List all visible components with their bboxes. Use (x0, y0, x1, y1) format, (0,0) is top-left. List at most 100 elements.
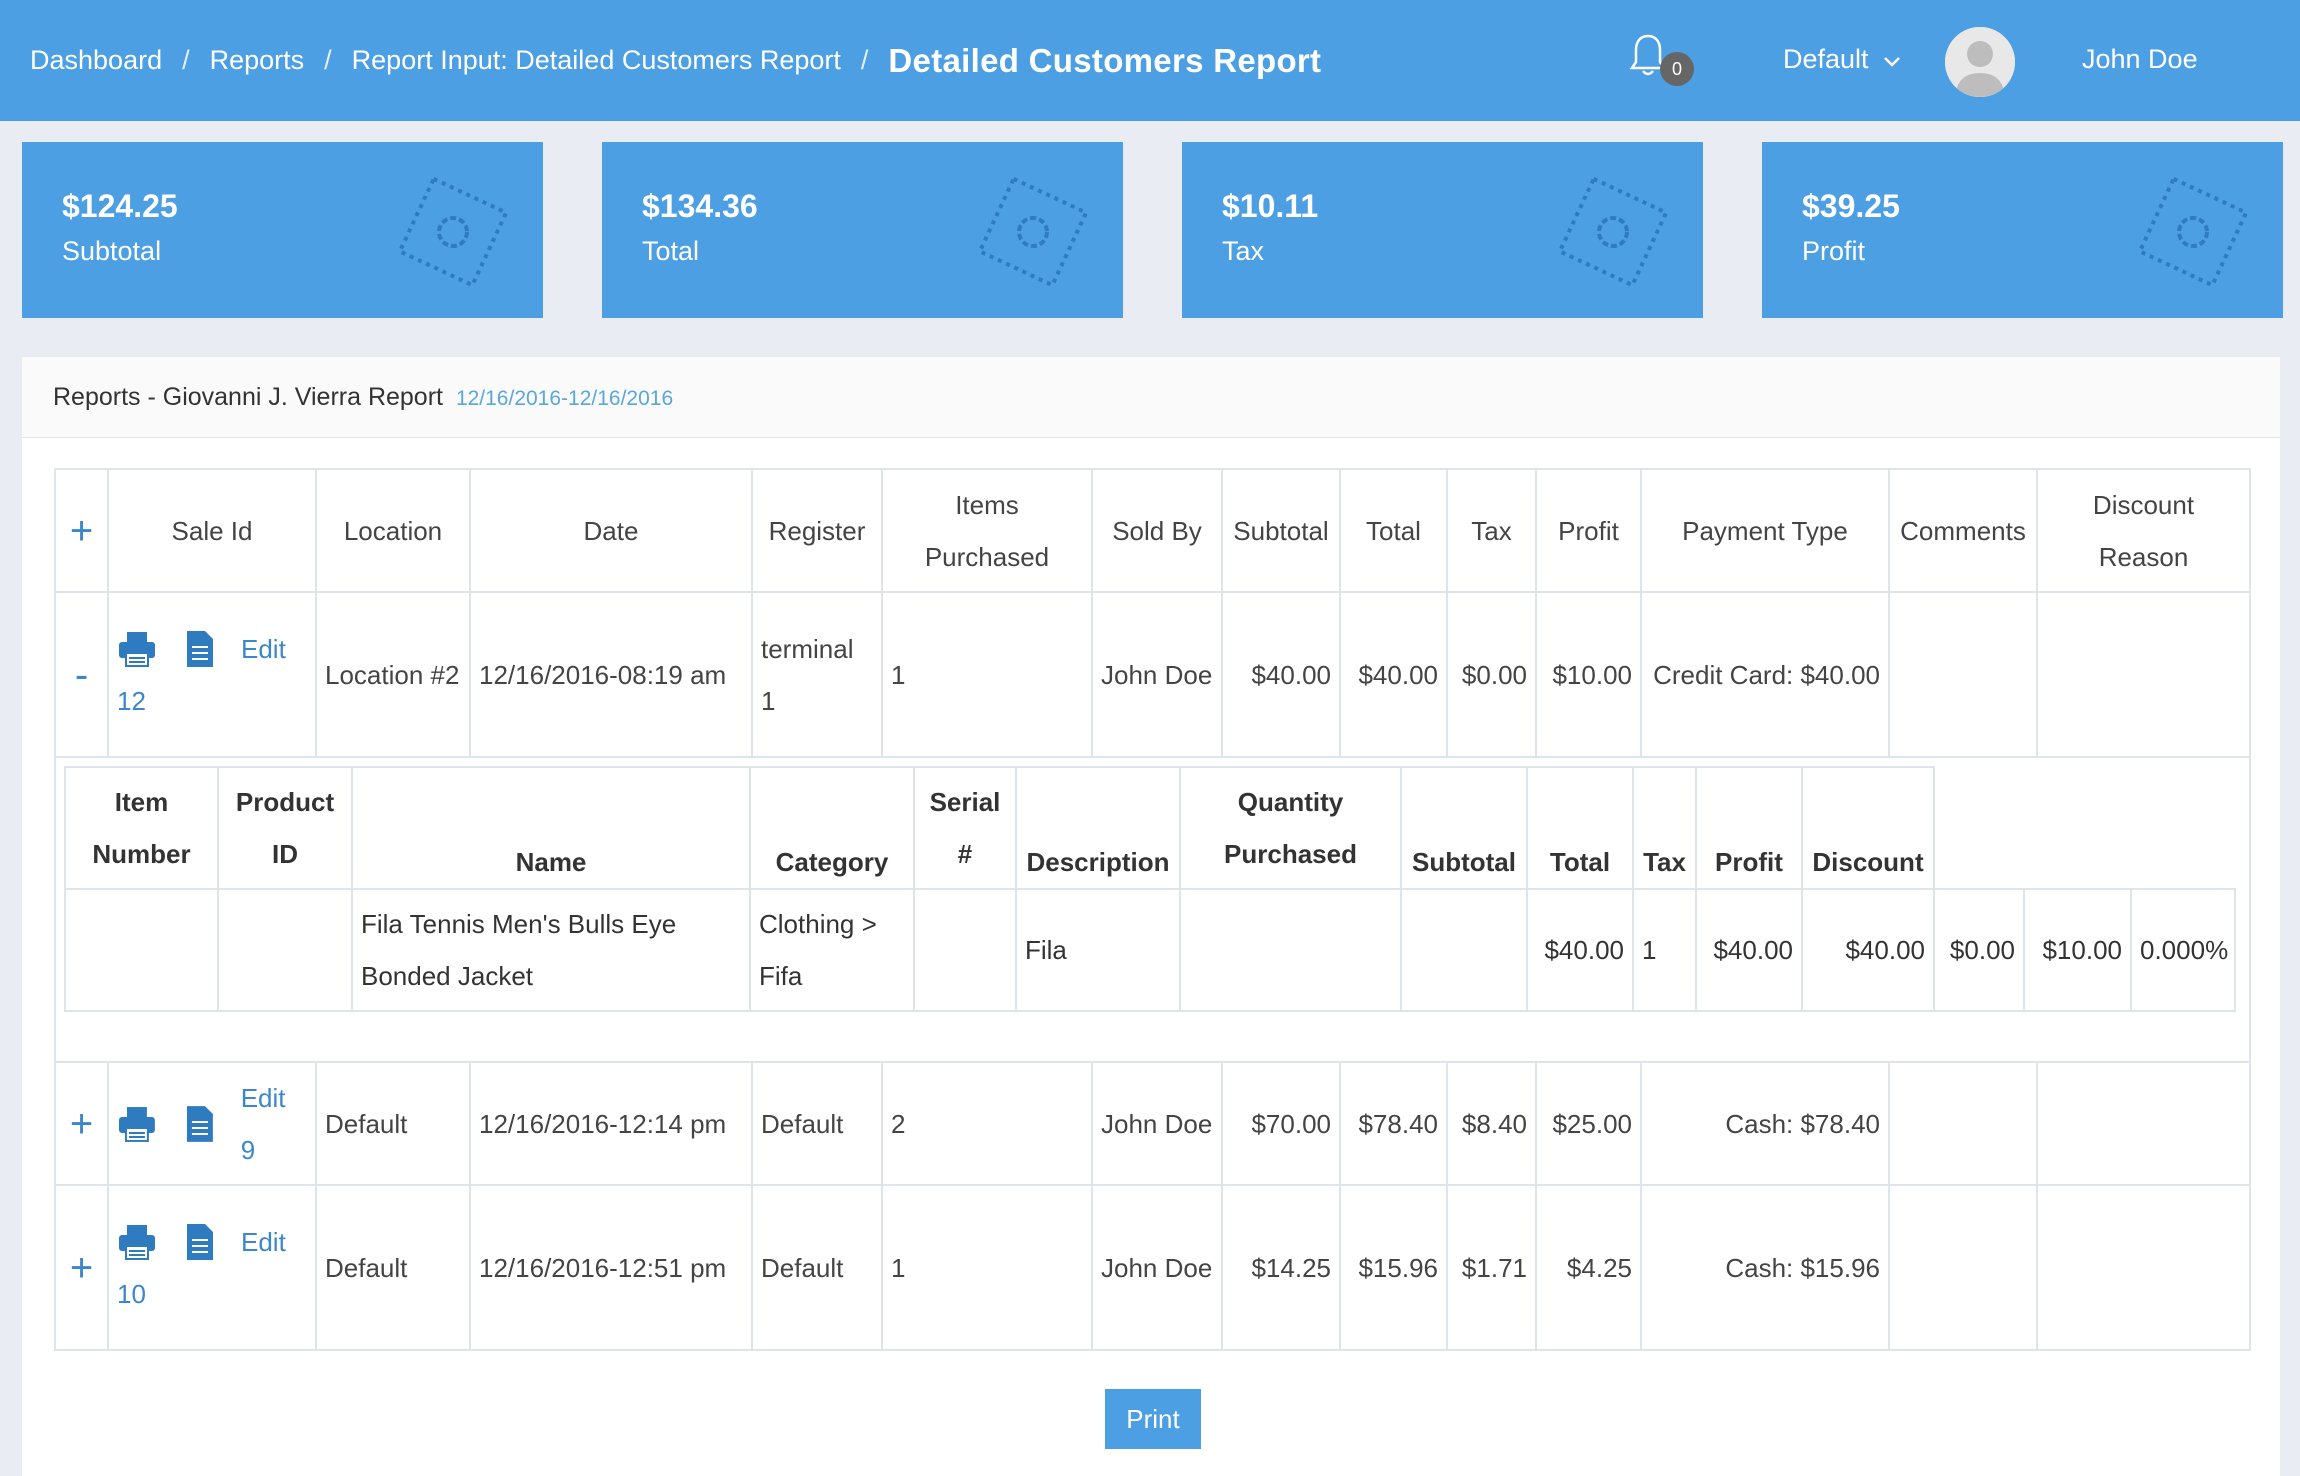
item-discount-cell: 0.000% (2130, 888, 2236, 1012)
document-icon[interactable] (179, 1104, 219, 1144)
sub-col-total: Total (1526, 766, 1634, 890)
sale-id-cell: Edit 10 (107, 1184, 317, 1351)
tax-cell: $1.71 (1446, 1184, 1537, 1351)
col-subtotal[interactable]: Subtotal (1221, 468, 1341, 593)
document-icon[interactable] (179, 629, 219, 669)
col-comments[interactable]: Comments (1888, 468, 2038, 593)
breadcrumb-separator: / (182, 45, 190, 75)
register-cell: terminal 1 (751, 591, 883, 758)
sub-col-item-number: Item Number (64, 766, 219, 890)
location-cell: Default (315, 1184, 471, 1351)
printer-icon[interactable] (117, 1222, 157, 1262)
user-silhouette-icon (1945, 27, 2015, 97)
location-dropdown-label: Default (1783, 44, 1869, 74)
col-discount-reason[interactable]: Discount Reason (2036, 468, 2251, 593)
col-tax[interactable]: Tax (1446, 468, 1537, 593)
collapse-row-button[interactable]: - (54, 591, 109, 758)
tax-card: $10.11 Tax (1182, 142, 1703, 318)
badge-gear-icon (977, 176, 1089, 288)
sub-col-category: Category (749, 766, 915, 890)
col-date[interactable]: Date (469, 468, 753, 593)
sub-col-profit: Profit (1695, 766, 1803, 890)
col-sold-by[interactable]: Sold By (1091, 468, 1223, 593)
subtotal-card: $124.25 Subtotal (22, 142, 543, 318)
profit-cell: $4.25 (1535, 1184, 1642, 1351)
sale-id-link[interactable]: 10 (117, 1278, 146, 1309)
sold-by-cell: John Doe (1091, 1061, 1223, 1186)
location-dropdown[interactable]: Default (1783, 44, 1902, 75)
card-label: Total (642, 236, 700, 266)
sub-col-product-id: Product ID (217, 766, 353, 890)
card-value: $10.11 (1222, 188, 1319, 224)
sub-col-spacer (2131, 767, 2235, 889)
sub-col-tax: Tax (1632, 766, 1697, 890)
expand-all-button[interactable]: + (54, 468, 109, 593)
col-location[interactable]: Location (315, 468, 471, 593)
item-number-cell (64, 888, 219, 1012)
comments-cell (1888, 591, 2038, 758)
subtotal-cell: $40.00 (1221, 591, 1341, 758)
report-table: + Sale Id Location Date Register Items P… (54, 468, 2251, 1351)
item-tax-cell: $0.00 (1933, 888, 2025, 1012)
card-label: Profit (1802, 236, 1866, 266)
col-register[interactable]: Register (751, 468, 883, 593)
location-cell: Location #2 (315, 591, 471, 758)
col-items-purchased[interactable]: Items Purchased (881, 468, 1093, 593)
payment-type-cell: Credit Card: $40.00 (1640, 591, 1890, 758)
total-card: $134.36 Total (602, 142, 1123, 318)
line-item-row: Fila Tennis Men's Bulls Eye Bonded Jacke… (64, 888, 2236, 1012)
edit-link[interactable]: Edit (241, 1226, 286, 1257)
top-navbar: Dashboard / Reports / Report Input: Deta… (0, 0, 2300, 121)
edit-label: Edit (240, 1082, 286, 1113)
printer-icon[interactable] (117, 1104, 157, 1144)
card-value: $134.36 (642, 188, 758, 224)
print-button[interactable]: Print (1105, 1389, 1201, 1449)
item-category-cell: Clothing > Fifa (749, 888, 915, 1012)
date-cell: 12/16/2016-12:51 pm (469, 1184, 753, 1351)
total-cell: $78.40 (1339, 1061, 1448, 1186)
card-label: Tax (1222, 236, 1265, 266)
breadcrumb-reports[interactable]: Reports (209, 45, 305, 75)
chevron-down-icon (1884, 57, 1900, 67)
col-profit[interactable]: Profit (1535, 468, 1642, 593)
location-cell: Default (315, 1061, 471, 1186)
payment-type-cell: Cash: $15.96 (1640, 1184, 1890, 1351)
edit-link[interactable]: Edit 9 (241, 1072, 307, 1176)
document-icon[interactable] (179, 1222, 219, 1262)
avatar[interactable] (1945, 27, 2015, 97)
subtotal-cell: $70.00 (1221, 1061, 1341, 1186)
col-payment-type[interactable]: Payment Type (1640, 468, 1890, 593)
discount-reason-cell (2036, 1061, 2251, 1186)
tax-cell: $8.40 (1446, 1061, 1537, 1186)
user-name[interactable]: John Doe (2082, 44, 2198, 74)
comments-cell (1888, 1061, 2038, 1186)
sub-col-subtotal: Subtotal (1400, 766, 1528, 890)
row-actions: Edit (117, 623, 307, 675)
badge-gear-icon (2137, 176, 2249, 288)
breadcrumb: Dashboard / Reports / Report Input: Deta… (30, 0, 1321, 121)
printer-icon[interactable] (117, 629, 157, 669)
item-quantity-value-cell: 1 (1632, 888, 1697, 1012)
breadcrumb-separator: / (324, 45, 332, 75)
item-price-cell: $40.00 (1695, 888, 1803, 1012)
discount-reason-cell (2036, 591, 2251, 758)
register-cell: Default (751, 1184, 883, 1351)
register-cell: Default (751, 1061, 883, 1186)
notifications-button[interactable]: 0 (1629, 32, 1694, 88)
badge-gear-icon (397, 176, 509, 288)
col-sale-id[interactable]: Sale Id (107, 468, 317, 593)
sub-col-discount: Discount (1801, 766, 1935, 890)
card-value: $39.25 (1802, 188, 1900, 224)
sale-id-link[interactable]: 12 (117, 685, 146, 716)
edit-link[interactable]: Edit (241, 633, 286, 664)
expand-row-button[interactable]: + (54, 1061, 109, 1186)
expand-row-button[interactable]: + (54, 1184, 109, 1351)
breadcrumb-dashboard[interactable]: Dashboard (30, 45, 163, 75)
sub-col-serial: Serial # (913, 766, 1017, 890)
sub-col-spacer (1934, 767, 2024, 889)
items-cell: 1 (881, 591, 1093, 758)
item-serial-cell (913, 888, 1017, 1012)
item-quantity-cell (1179, 888, 1402, 1012)
col-total[interactable]: Total (1339, 468, 1448, 593)
breadcrumb-report-input[interactable]: Report Input: Detailed Customers Report (351, 45, 841, 75)
